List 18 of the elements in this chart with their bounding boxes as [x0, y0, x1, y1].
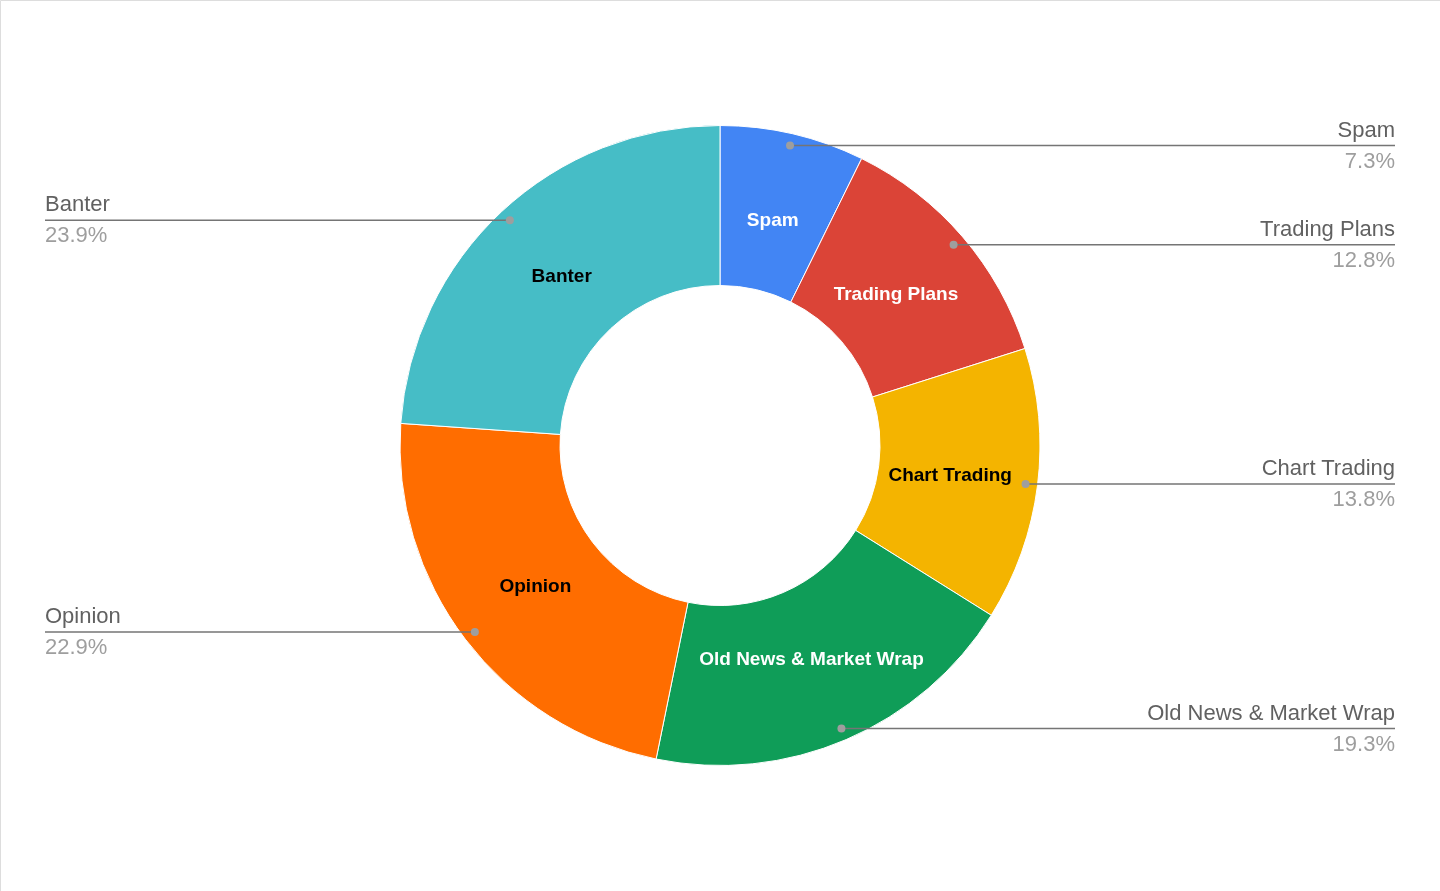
data-label: 23.9%: [45, 222, 108, 248]
slice-label: Chart Trading: [888, 463, 1012, 485]
slice-label: Trading Plans: [833, 283, 959, 305]
data-label: 13.8%: [1332, 486, 1395, 512]
data-label: 19.3%: [1332, 730, 1395, 756]
slice-label: Banter: [45, 191, 110, 217]
slice-label: Spam: [1337, 116, 1395, 142]
slice-label: Old News & Market Wrap: [1147, 699, 1395, 725]
data-label: 12.8%: [1332, 246, 1395, 272]
slice-label: Spam: [746, 208, 799, 230]
slice-label: Opinion: [499, 574, 572, 596]
slice-label: Chart Trading: [1261, 455, 1395, 481]
data-label: 22.9%: [45, 633, 108, 659]
slice-label: Banter: [531, 264, 593, 286]
slice-label: Trading Plans: [1260, 215, 1395, 241]
slice-label: Old News & Market Wrap: [699, 647, 924, 669]
data-label: 7.3%: [1344, 147, 1395, 173]
slice-label: Opinion: [45, 602, 121, 628]
